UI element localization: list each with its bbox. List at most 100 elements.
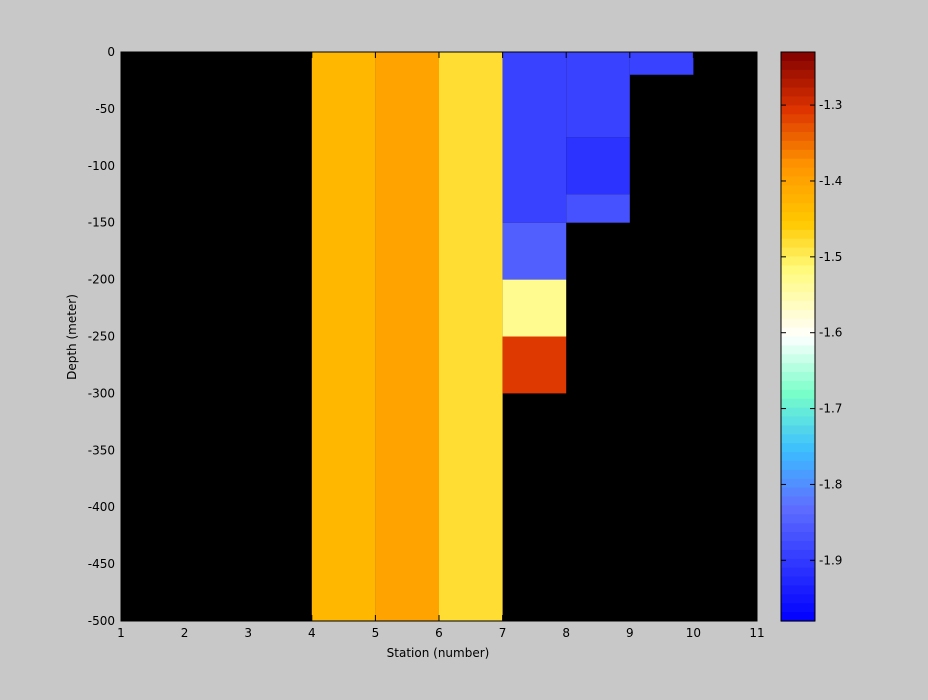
colorbar-segment [781, 203, 815, 213]
y-tick-label: -300 [88, 386, 115, 400]
colorbar-tick-label: -1.4 [819, 174, 842, 188]
colorbar-segment [781, 327, 815, 338]
colorbar-segment [781, 256, 815, 266]
colorbar-segment [781, 416, 815, 427]
colorbar-segment [781, 460, 815, 471]
colorbar-segment [781, 594, 815, 604]
colorbar-segment [781, 194, 815, 204]
colorbar-tick-label: -1.9 [819, 553, 842, 567]
colorbar-tick-label: -1.8 [819, 477, 842, 491]
colorbar-segment [781, 407, 815, 418]
colorbar-segment [781, 114, 815, 124]
colorbar-segment [781, 603, 815, 613]
colorbar-segment [781, 87, 815, 98]
colorbar-segment [781, 176, 815, 186]
heatmap-cell [629, 52, 694, 75]
colorbar-segment [781, 105, 815, 115]
heatmap-cell [439, 52, 503, 621]
heatmap-cell [375, 52, 439, 621]
heatmap-cell [311, 52, 376, 621]
colorbar-segment [781, 78, 815, 89]
colorbar-tick-label: -1.6 [819, 326, 842, 340]
colorbar-segment [781, 612, 815, 622]
colorbar-segment [781, 389, 815, 400]
colorbar-segment [781, 158, 815, 169]
colorbar-segment [781, 514, 815, 524]
heatmap-cell [566, 52, 630, 138]
colorbar-segment [781, 123, 815, 133]
colorbar-segment [781, 469, 815, 480]
colorbar-segment [781, 274, 815, 284]
heatmap-cell [502, 222, 567, 280]
heatmap-cell [566, 194, 630, 223]
y-tick-label: -450 [88, 557, 115, 571]
colorbar-segment [781, 212, 815, 222]
colorbar-segment [781, 585, 815, 595]
colorbar-segment [781, 478, 815, 489]
colorbar-segment [781, 238, 815, 249]
y-tick-label: -500 [88, 614, 115, 628]
colorbar-segment [781, 220, 815, 231]
colorbar-segment [781, 185, 815, 195]
colorbar-segment [781, 452, 815, 462]
colorbar-segment [781, 487, 815, 498]
x-tick-label: 11 [749, 626, 764, 640]
x-tick-label: 8 [562, 626, 570, 640]
heatmap-cell [502, 52, 567, 223]
colorbar-segment [781, 247, 815, 258]
colorbar-segment [781, 52, 815, 62]
colorbar-segment [781, 576, 815, 587]
plot-area: 1 2 3 4 5 6 7 8 9 10 11 0 -50 -100 -150 -200 -250 -300 -35… [88, 45, 765, 640]
colorbar-segment [781, 434, 815, 444]
x-tick-label: 2 [181, 626, 189, 640]
colorbar-segment [781, 167, 815, 178]
colorbar-tick-label: -1.5 [819, 250, 842, 264]
heatmap-cell [502, 336, 567, 394]
colorbar-segment [781, 283, 815, 293]
y-tick-label: -50 [95, 102, 115, 116]
colorbar-segment [781, 363, 815, 373]
colorbar-segment [781, 292, 815, 302]
colorbar-segment [781, 372, 815, 382]
colorbar-segment [781, 300, 815, 311]
y-tick-label: -250 [88, 330, 115, 344]
colorbar-segment [781, 567, 815, 578]
x-tick-label: 7 [499, 626, 507, 640]
x-tick-label: 6 [435, 626, 443, 640]
colorbar: -1.3 -1.4 -1.5 -1.6 -1.7 -1.8 -1.9 [780, 51, 842, 622]
colorbar-segment [781, 69, 815, 80]
y-tick-label: -400 [88, 500, 115, 514]
y-tick-label: -150 [88, 216, 115, 230]
colorbar-segment [781, 425, 815, 435]
colorbar-segment [781, 443, 815, 453]
colorbar-segment [781, 558, 815, 569]
x-tick-label: 10 [686, 626, 701, 640]
colorbar-segment [781, 354, 815, 364]
x-axis-label: Station (number) [387, 646, 490, 660]
colorbar-segment [781, 345, 815, 355]
x-tick-label: 4 [308, 626, 316, 640]
y-tick-label: -100 [88, 159, 115, 173]
colorbar-tick-label: -1.7 [819, 402, 842, 416]
heatmap-cell [566, 137, 630, 195]
y-tick-label: 0 [107, 45, 115, 59]
colorbar-segment [781, 496, 815, 507]
y-tick-label: -350 [88, 443, 115, 457]
colorbar-segment [781, 398, 815, 409]
colorbar-segment [781, 505, 815, 515]
x-tick-label: 1 [117, 626, 125, 640]
colorbar-segment [781, 532, 815, 542]
colorbar-segment [781, 140, 815, 151]
colorbar-segment [781, 336, 815, 346]
colorbar-segment [781, 318, 815, 329]
heatmap-cell [502, 279, 567, 337]
x-tick-label: 5 [372, 626, 380, 640]
colorbar-frame [780, 51, 816, 622]
colorbar-segment [781, 309, 815, 320]
colorbar-tick-label: -1.3 [819, 98, 842, 112]
colorbar-segment [781, 96, 815, 106]
y-axis-label: Depth (meter) [65, 294, 79, 380]
colorbar-segment [781, 380, 815, 391]
